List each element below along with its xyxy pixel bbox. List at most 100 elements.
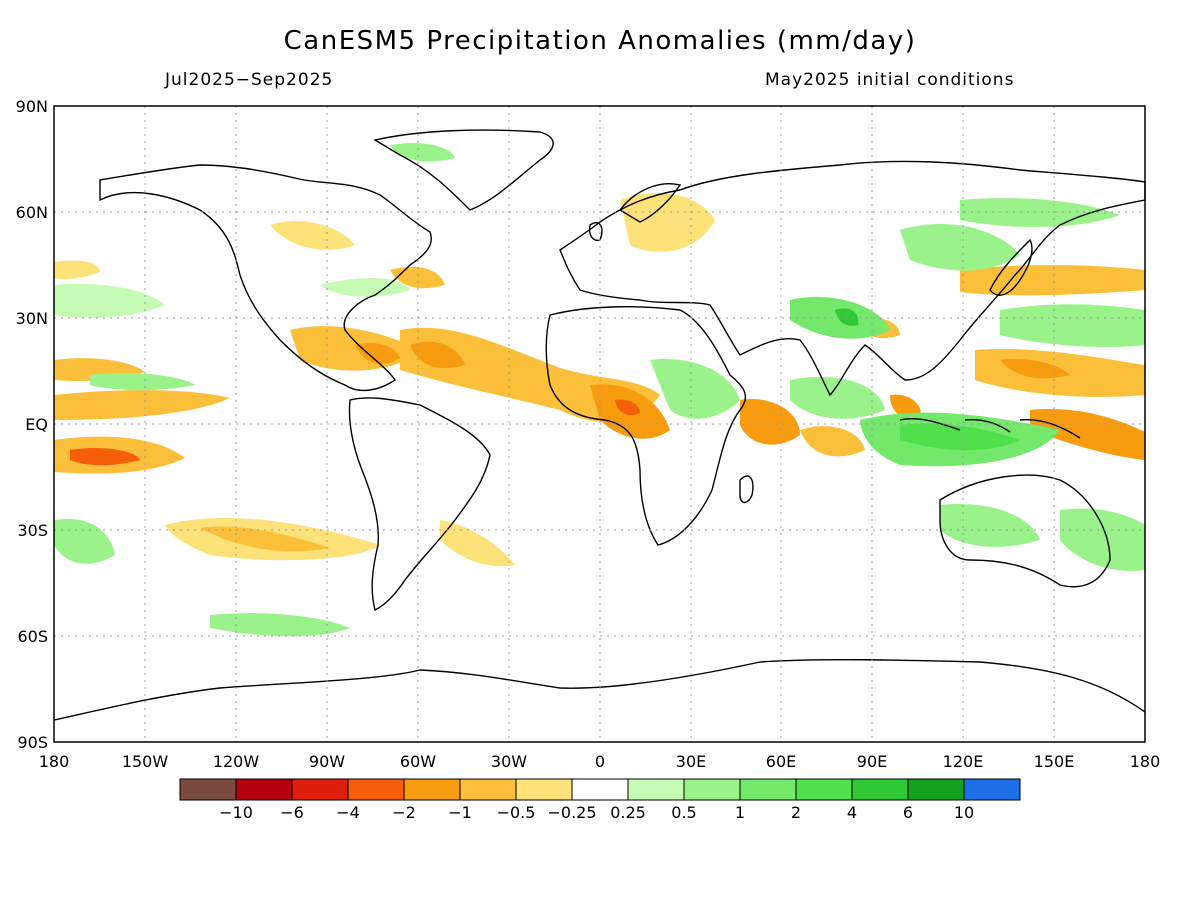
anomaly-dry-europe [620,192,715,252]
lon-axis: 180 150W 120W 90W 60W 30W 0 30E 60E 90E … [39,752,1161,771]
anomaly-dry-south-atlantic [440,520,515,567]
lon-label: 0 [595,752,605,771]
anomaly-wet-south-indian [940,504,1040,547]
anomaly-wet-china [900,224,1020,271]
lat-axis: 90N 60N 30N EQ 30S 60S 90S [16,97,48,752]
colorbar-swatch [515,778,573,801]
colorbar-swatch [179,778,237,801]
colorbar-swatch [963,778,1021,801]
anomaly-dry-hudson [270,221,355,250]
lat-label: EQ [25,415,48,434]
anomaly-dry-caribbean [355,343,400,364]
lat-label: 60S [17,627,48,646]
colorbar-swatch [571,778,629,801]
coast-madagascar [739,475,754,504]
lat-label: 30N [16,309,48,328]
colorbar-label: 0.25 [610,803,646,822]
lon-label: 90E [857,752,887,771]
colorbar-swatch [795,778,853,801]
colorbar-swatch [347,778,405,801]
lat-label: 90S [17,733,48,752]
colorbar-label: −1 [448,803,472,822]
anomaly-wet-east-africa [650,359,740,419]
anomaly-shading [54,143,1145,637]
coast-australia [939,474,1111,588]
coast-eurasia [559,160,1146,397]
anomaly-wet-east-pacific [54,283,165,318]
coast-north-america [99,164,432,392]
lon-label: 60E [766,752,796,771]
anomaly-dry-west-indian [740,399,800,445]
anomaly-wet-maritime-core [900,423,1020,451]
colorbar-label: −0.5 [497,803,536,822]
colorbar-swatch [907,778,965,801]
lon-label: 150W [122,752,169,771]
colorbar-label: −6 [280,803,304,822]
anomaly-dry-congo-core [615,399,640,416]
anomaly-dry-southpacific-core [200,526,330,552]
anomaly-wet-india-core [835,308,859,326]
colorbar-label: 2 [791,803,801,822]
anomaly-wet-southern-ocean [210,613,350,637]
anomaly-dry-phil-core [1000,359,1070,379]
coast-japan [989,238,1033,296]
anomaly-wet-south-pacific [54,519,115,564]
forecast-period: Jul2025−Sep2025 [165,70,334,90]
coast-antarctica [53,658,1146,721]
anomaly-wet-north-atlantic [320,278,410,297]
colorbar: −10 −6 −4 −2 −1 −0.5 −0.25 0.25 0.5 1 2 4 6 10 [179,778,1021,822]
anomaly-wet-tasman [1060,508,1145,571]
colorbar-swatch [683,778,741,801]
colorbar-label: −10 [219,803,253,822]
lon-label: 120E [943,752,984,771]
coast-south-america [348,397,491,612]
anomaly-wet-indian-ocean [790,376,885,419]
lon-label: 180 [39,752,70,771]
colorbar-label: 4 [847,803,857,822]
colorbar-label: −0.25 [547,803,596,822]
anomaly-dry-atlantic-core [410,341,465,369]
anomaly-wet-siberia [960,198,1120,227]
anomaly-dry-labrador [390,266,445,289]
anomaly-dry-japan [960,265,1145,296]
lat-label: 90N [16,97,48,116]
lon-label: 60W [400,752,436,771]
anomaly-dry-central-indian [800,426,865,457]
colorbar-swatch [459,778,517,801]
coast-scandinavia [618,183,682,223]
gridlines [54,106,1145,742]
anomaly-dry-nepacific [54,260,100,280]
colorbar-swatch [235,778,293,801]
anomaly-dry-pacific-core [70,448,140,466]
colorbar-swatch [739,778,797,801]
lon-label: 90W [309,752,345,771]
colorbar-label: 6 [903,803,913,822]
lon-label: 180 [1130,752,1161,771]
lon-label: 30W [491,752,527,771]
map-title: CanESM5 Precipitation Anomalies (mm/day) [283,26,917,56]
anomaly-dry-wpac-eq [1030,409,1145,460]
anomaly-wet-greenland [390,143,455,162]
initial-conditions: May2025 initial conditions [765,70,1015,90]
lon-label: 120W [213,752,260,771]
lon-label: 30E [676,752,706,771]
colorbar-label: −4 [336,803,360,822]
colorbar-label: 1 [735,803,745,822]
lat-label: 30S [17,521,48,540]
coast-greenland [373,129,554,211]
colorbar-swatch [627,778,685,801]
lat-label: 60N [16,203,48,222]
colorbar-label: 0.5 [671,803,696,822]
colorbar-label: 10 [954,803,974,822]
anomaly-dry-pacific-itcz [54,390,230,420]
anomaly-wet-north-pacific [1000,304,1145,347]
colorbar-swatch [403,778,461,801]
coast-maritime [899,418,1081,439]
colorbar-swatch [851,778,909,801]
map-frame [53,105,1146,743]
anomaly-wet-pacific-trop [90,373,195,391]
colorbar-label: −2 [392,803,416,822]
coast-africa [545,306,746,546]
lon-label: 150E [1034,752,1075,771]
